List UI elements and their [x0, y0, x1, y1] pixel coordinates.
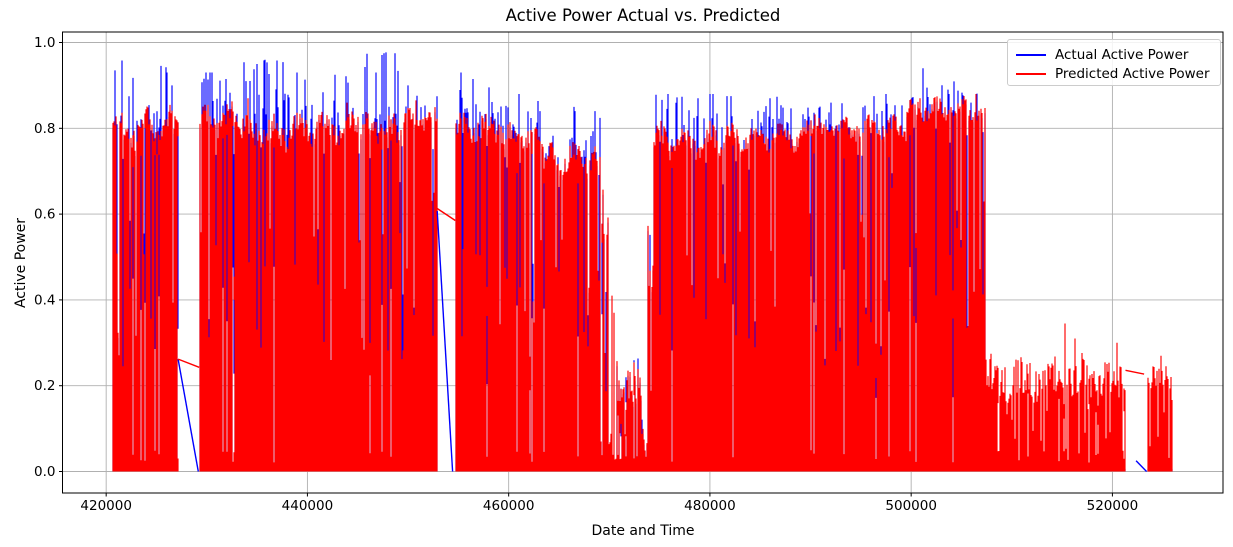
x-tick-label: 500000 — [885, 498, 937, 514]
y-tick-label: 0.4 — [34, 292, 55, 308]
x-tick-label: 480000 — [684, 498, 736, 514]
y-tick-label: 0.0 — [34, 464, 55, 480]
actual-line-swatch — [1016, 53, 1046, 56]
y-tick-label: 1.0 — [34, 35, 55, 51]
legend-item-predicted: Predicted Active Power — [1016, 64, 1212, 83]
x-axis-label: Date and Time — [591, 523, 695, 539]
legend-label-predicted: Predicted Active Power — [1055, 65, 1210, 82]
x-tick-label: 520000 — [1087, 498, 1139, 514]
predicted-line-swatch — [1016, 72, 1046, 75]
legend-item-actual: Actual Active Power — [1016, 45, 1212, 64]
x-tick-label: 440000 — [282, 498, 334, 514]
y-axis-label: Active Power — [13, 217, 29, 309]
y-tick-label: 0.2 — [34, 378, 55, 394]
x-tick-label: 420000 — [80, 498, 132, 514]
legend: Actual Active Power Predicted Active Pow… — [1007, 39, 1221, 86]
x-tick-label: 460000 — [483, 498, 535, 514]
y-tick-label: 0.6 — [34, 207, 55, 223]
legend-label-actual: Actual Active Power — [1055, 46, 1189, 63]
chart-title: Active Power Actual vs. Predicted — [505, 6, 781, 25]
y-tick-label: 0.8 — [34, 121, 55, 137]
